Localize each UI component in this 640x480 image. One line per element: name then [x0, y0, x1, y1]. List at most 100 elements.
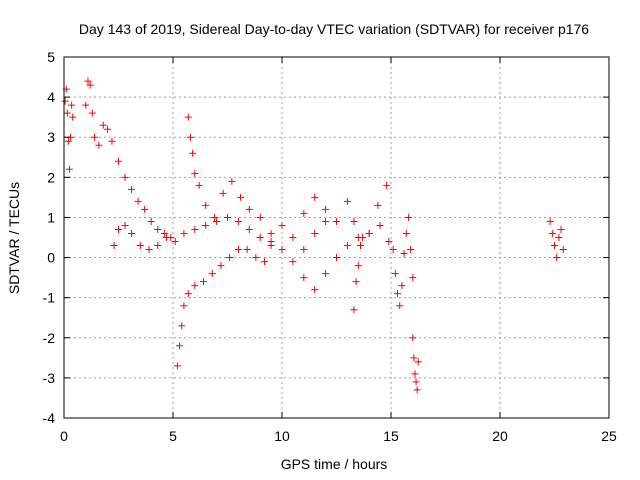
y-axis-label: SDTVAR / TECUs: [6, 182, 22, 294]
data-point: [65, 165, 73, 173]
data-point: [104, 125, 112, 133]
series-arc-H: [350, 234, 367, 314]
y-tick-label: -1: [43, 290, 56, 306]
data-point: [256, 213, 264, 221]
x-tick-label: 20: [492, 428, 508, 444]
data-point: [385, 238, 393, 246]
data-point: [86, 81, 94, 89]
data-point: [228, 177, 236, 185]
data-point: [128, 229, 136, 237]
data-point: [411, 370, 419, 378]
data-point: [191, 282, 199, 290]
series-arc-C: [110, 213, 275, 254]
data-point: [333, 254, 340, 262]
data-point: [134, 197, 142, 205]
data-point: [180, 302, 188, 310]
data-point: [278, 221, 286, 229]
data-point: [243, 246, 251, 254]
data-point: [245, 205, 253, 213]
data-point: [171, 238, 179, 246]
y-tick-label: -2: [43, 330, 56, 346]
data-point: [61, 97, 69, 105]
data-point: [184, 113, 192, 121]
y-tick-label: 4: [47, 89, 55, 105]
data-point: [136, 242, 144, 250]
data-point: [374, 201, 382, 209]
data-point: [267, 229, 275, 237]
data-point: [555, 234, 563, 241]
data-point: [311, 286, 319, 294]
data-point: [234, 246, 242, 254]
data-point: [217, 262, 225, 270]
data-point: [553, 254, 561, 262]
data-point: [350, 217, 358, 225]
data-point: [191, 225, 199, 233]
data-point: [256, 234, 264, 241]
data-point: [410, 354, 418, 362]
data-point: [300, 209, 308, 217]
data-point: [64, 137, 72, 145]
data-point: [84, 77, 92, 85]
data-point: [548, 229, 556, 237]
data-point: [224, 213, 231, 221]
data-point: [402, 229, 410, 237]
data-point: [551, 242, 558, 250]
data-point: [398, 282, 406, 290]
data-point: [391, 270, 399, 278]
data-point: [160, 229, 168, 237]
data-point: [322, 270, 330, 278]
data-point: [162, 234, 170, 241]
data-point: [333, 217, 340, 225]
series-arc-K: [546, 217, 567, 262]
data-point: [354, 262, 362, 270]
data-point: [278, 246, 286, 254]
data-point: [394, 290, 402, 298]
y-tick-label: 2: [47, 169, 55, 185]
data-point: [322, 205, 330, 213]
data-point: [189, 149, 197, 157]
data-point: [82, 101, 90, 109]
data-point: [350, 306, 358, 314]
data-point: [69, 113, 77, 121]
data-point: [289, 258, 297, 266]
data-point: [176, 342, 184, 350]
data-point: [546, 217, 554, 225]
chart-title: Day 143 of 2019, Sidereal Day-to-day VTE…: [79, 21, 589, 37]
y-tick-label: 1: [47, 209, 55, 225]
data-point: [200, 278, 208, 286]
data-point: [396, 302, 404, 310]
data-point: [191, 169, 199, 177]
x-tick-label: 10: [274, 428, 290, 444]
data-point: [178, 322, 186, 330]
data-point: [88, 109, 96, 117]
data-point: [63, 109, 71, 117]
data-point: [343, 242, 351, 250]
series-arc-B: [82, 77, 175, 241]
series-arc-I: [389, 213, 417, 310]
data-point: [311, 193, 319, 201]
data-point: [128, 185, 136, 193]
data-point: [559, 246, 567, 254]
data-point: [121, 173, 129, 181]
data-point: [376, 221, 384, 229]
grid-layer: [64, 57, 609, 418]
data-point: [108, 137, 116, 145]
data-point: [400, 250, 408, 258]
data-point: [202, 221, 210, 229]
y-tick-label: 5: [47, 49, 55, 65]
x-tick-label: 25: [601, 428, 617, 444]
data-point: [289, 234, 297, 241]
data-point: [234, 217, 242, 225]
data-point: [300, 274, 308, 282]
series-arc-D: [173, 246, 269, 370]
data-point: [409, 334, 417, 342]
data-point: [409, 274, 417, 282]
data-point: [195, 181, 203, 189]
x-tick-label: 15: [383, 428, 399, 444]
data-point: [184, 290, 192, 298]
data-point: [110, 242, 118, 250]
y-tick-label: 0: [47, 250, 55, 266]
data-point: [68, 101, 76, 109]
data-point: [154, 225, 162, 233]
data-point: [145, 246, 153, 254]
